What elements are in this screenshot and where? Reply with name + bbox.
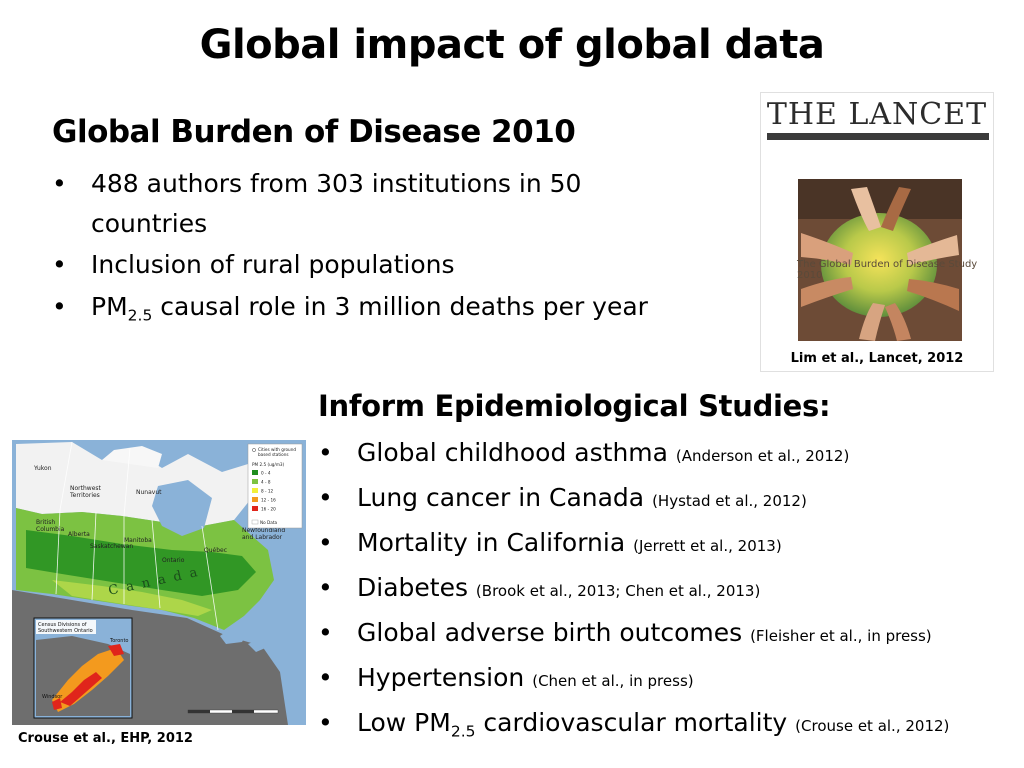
map-caption: Crouse et al., EHP, 2012 xyxy=(18,731,193,746)
gbd-bullet-authors-line2: countries xyxy=(91,209,208,238)
epi-item-citation: (Jerrett et al., 2013) xyxy=(633,537,782,555)
legend-swatch-label: 4 - 8 xyxy=(261,480,271,485)
gbd-bullet-authors-line1: 488 authors from 303 institutions in 50 xyxy=(91,169,582,198)
legend-cities-label: Cities with ground xyxy=(258,447,296,452)
bullet-dot: • xyxy=(52,292,67,321)
legend-cities-label-2: based stations xyxy=(258,452,289,457)
gbd-bullet-pm25-pre: PM xyxy=(91,292,128,321)
legend-swatch-label: 8 - 12 xyxy=(261,489,274,494)
legend-swatches: 0 - 4 4 - 8 8 - 12 12 - 16 16 - 20 xyxy=(252,470,276,512)
epi-item-text: Lung cancer in Canada xyxy=(357,483,653,512)
map-label-labrador: and Labrador xyxy=(242,534,283,541)
map-hudson-bay xyxy=(152,480,212,536)
map-label-nunavut: Nunavut xyxy=(136,489,162,496)
gbd-bullet-authors: • 488 authors from 303 institutions in 5… xyxy=(52,164,692,244)
epi-item-citation: (Chen et al., in press) xyxy=(532,672,694,690)
map-label-manitoba: Manitoba xyxy=(124,537,152,544)
bullet-dot: • xyxy=(318,663,333,692)
lancet-cover-image: THE LANCET The Global Burden of Disease … xyxy=(760,92,994,372)
map-inset-toronto: Toronto xyxy=(109,638,128,644)
legend-swatch xyxy=(252,497,258,502)
lancet-caption: Lim et al., Lancet, 2012 xyxy=(790,351,964,366)
epi-item-text-pre: Low PM xyxy=(357,708,451,737)
gbd-bullet-rural: • Inclusion of rural populations xyxy=(52,244,692,286)
bullet-dot: • xyxy=(52,250,67,279)
map-inset-windsor: Windsor xyxy=(42,694,63,700)
epi-item-citation: (Brook et al., 2013; Chen et al., 2013) xyxy=(475,582,761,600)
legend-swatch-label: 0 - 4 xyxy=(261,471,271,476)
legend-swatch xyxy=(252,470,258,475)
legend-swatch-label: 12 - 16 xyxy=(261,498,276,503)
map-legend xyxy=(247,443,303,529)
gbd-heading: Global Burden of Disease 2010 xyxy=(52,114,576,150)
map-label-bc: British xyxy=(36,519,55,526)
epi-item-text: Global childhood asthma xyxy=(357,438,676,467)
bullet-dot: • xyxy=(318,528,333,557)
lancet-masthead: THE LANCET xyxy=(766,97,988,132)
map-label-bc-2: Columbia xyxy=(36,526,65,533)
epi-item-mortality: • Mortality in California (Jerrett et al… xyxy=(318,522,1018,567)
map-label-quebec: Québec xyxy=(204,547,227,554)
gbd-bullet-pm25: • PM2.5 causal role in 3 million deaths … xyxy=(52,286,692,328)
map-inset-title: Census Divisions of xyxy=(38,622,87,628)
map-label-saskatchewan: Saskatchewan xyxy=(90,543,133,550)
legend-swatch xyxy=(252,506,258,511)
epi-item-citation: (Crouse et al., 2012) xyxy=(795,717,950,735)
gbd-bullet-pm25-post: causal role in 3 million deaths per year xyxy=(152,292,648,321)
map-label-ontario: Ontario xyxy=(162,557,185,564)
gbd-bullet-list: • 488 authors from 303 institutions in 5… xyxy=(52,164,692,328)
epi-item-citation: (Anderson et al., 2012) xyxy=(675,447,850,465)
canada-map-graphic: Yukon Northwest Territories Nunavut Brit… xyxy=(12,440,306,725)
epi-item-hypertension: • Hypertension (Chen et al., in press) xyxy=(318,657,1018,702)
legend-swatch xyxy=(252,479,258,484)
lancet-photo xyxy=(798,179,962,341)
epi-item-sub: 2.5 xyxy=(450,722,476,741)
bullet-dot: • xyxy=(318,573,333,602)
legend-swatch-label: 16 - 20 xyxy=(261,507,276,512)
lancet-cover-title: The Global Burden of Disease Study 2010 xyxy=(797,259,978,281)
epi-item-text: Global adverse birth outcomes xyxy=(357,618,751,647)
epi-item-citation: (Fleisher et al., in press) xyxy=(750,627,932,645)
epi-item-birth-outcomes: • Global adverse birth outcomes (Fleishe… xyxy=(318,612,1018,657)
lancet-info-band xyxy=(767,133,989,140)
map-label-alberta: Alberta xyxy=(68,531,90,538)
epi-item-lung-cancer: • Lung cancer in Canada (Hystad et al., … xyxy=(318,477,1018,522)
map-label-newfoundland: Newfoundland xyxy=(242,527,285,534)
legend-no-data-label: No Data xyxy=(260,520,277,525)
bullet-dot: • xyxy=(52,169,67,198)
epi-item-citation: (Hystad et al., 2012) xyxy=(652,492,807,510)
epi-item-text: Mortality in California xyxy=(357,528,634,557)
map-inset-title-2: Southwestern Ontario xyxy=(38,628,93,634)
epi-item-asthma: • Global childhood asthma (Anderson et a… xyxy=(318,432,1018,477)
epi-item-text: Diabetes xyxy=(357,573,476,602)
map-label-yukon: Yukon xyxy=(33,465,52,472)
legend-no-data-swatch xyxy=(251,519,259,525)
epi-item-low-pm25: • Low PM2.5 cardiovascular mortality (Cr… xyxy=(318,702,1018,747)
bullet-dot: • xyxy=(318,708,333,737)
slide-title: Global impact of global data xyxy=(199,22,825,68)
epi-heading: Inform Epidemiological Studies: xyxy=(318,389,831,423)
gbd-bullet-rural-text: Inclusion of rural populations xyxy=(91,250,455,279)
epi-item-text: Hypertension xyxy=(357,663,533,692)
map-label-nwt: Northwest xyxy=(70,485,102,492)
bullet-dot: • xyxy=(318,483,333,512)
epi-item-diabetes: • Diabetes (Brook et al., 2013; Chen et … xyxy=(318,567,1018,612)
canada-pm25-map: Yukon Northwest Territories Nunavut Brit… xyxy=(12,440,306,725)
legend-city-marker xyxy=(252,448,256,452)
map-label-nwt-2: Territories xyxy=(69,492,100,499)
epi-item-text-post: cardiovascular mortality xyxy=(475,708,796,737)
gbd-bullet-pm25-sub: 2.5 xyxy=(127,306,153,325)
epi-bullet-list: • Global childhood asthma (Anderson et a… xyxy=(318,432,1018,747)
legend-swatch xyxy=(252,488,258,493)
bullet-dot: • xyxy=(318,618,333,647)
bullet-dot: • xyxy=(318,438,333,467)
legend-pm-title: PM 2.5 (ug/m3) xyxy=(252,462,285,467)
